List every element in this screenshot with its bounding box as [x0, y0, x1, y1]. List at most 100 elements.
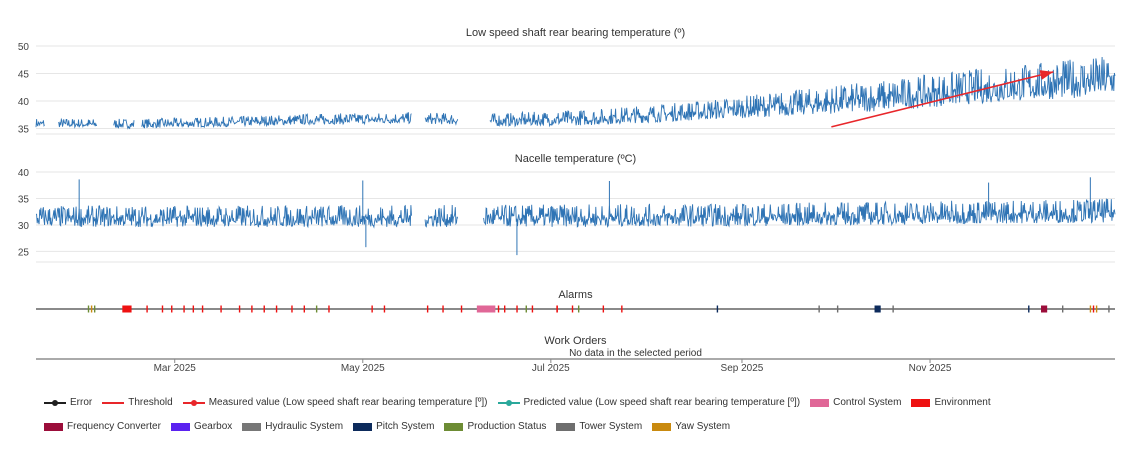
alarm-event-tick — [90, 305, 93, 313]
x-tick-label: Jul 2025 — [532, 363, 570, 374]
legend-item[interactable]: Threshold — [102, 396, 173, 410]
legend-item[interactable]: Production Status — [444, 420, 546, 434]
alarm-event-tick — [602, 305, 605, 313]
alarm-event-tick — [892, 305, 894, 313]
alarm-event-tick — [571, 305, 574, 313]
legend-item[interactable]: Error — [44, 396, 92, 410]
series-line-measured — [35, 198, 1116, 229]
alarm-event-tick — [1028, 305, 1030, 313]
line-chart-panel: Nacelle temperature (ºC) 25 30 35 40 — [18, 153, 1116, 263]
legend-label: Environment — [934, 397, 991, 408]
legend-item[interactable]: Gearbox — [170, 420, 232, 434]
alarm-event-tick — [263, 305, 265, 313]
legend-label: Tower System — [579, 421, 643, 432]
legend-label: Control System — [833, 397, 902, 408]
legend-swatch — [242, 423, 262, 431]
x-tick-label: Nov 2025 — [909, 363, 952, 374]
chart-title: Work Orders — [544, 335, 607, 347]
legend-swatch — [353, 423, 373, 431]
legend-swatch — [444, 423, 464, 431]
x-tick-label: Mar 2025 — [154, 363, 197, 374]
alarm-event-block — [1041, 305, 1048, 313]
alarm-event-tick — [503, 305, 506, 313]
chart-title: Alarms — [558, 289, 593, 301]
legend-item[interactable]: Tower System — [556, 420, 642, 434]
chart-title: Low speed shaft rear bearing temperature… — [466, 27, 685, 39]
alarm-event-tick — [328, 305, 330, 313]
legend-line-marker — [182, 397, 205, 409]
alarm-event-tick — [525, 305, 527, 313]
alarm-event-tick — [383, 305, 386, 313]
legend-swatch — [556, 423, 576, 431]
series-line-measured — [35, 56, 1116, 130]
alarm-event-tick — [1061, 305, 1064, 313]
legend-item[interactable]: Pitch System — [353, 420, 434, 434]
legend-line-marker — [44, 397, 66, 409]
alarm-event-tick — [716, 305, 719, 313]
legend-item[interactable]: Environment — [911, 396, 991, 410]
trend-arrow-line — [831, 71, 1054, 128]
legend-item[interactable]: Yaw System — [652, 420, 730, 434]
alarm-event-block — [874, 305, 881, 313]
alarm-event-tick — [371, 305, 373, 313]
legend-label: Frequency Converter — [67, 421, 161, 432]
alarm-event-tick — [1095, 305, 1098, 313]
alarm-event-tick — [818, 305, 820, 313]
alarm-event-tick — [1089, 305, 1092, 313]
legend-item[interactable]: Measured value (Low speed shaft rear bea… — [182, 396, 488, 410]
alarm-event-tick — [442, 305, 444, 313]
alarm-event-tick — [192, 305, 195, 313]
legend-label: Production Status — [467, 421, 547, 432]
alarm-event-tick — [303, 305, 306, 313]
alarm-event-tick — [1092, 305, 1095, 313]
legend-label: Pitch System — [376, 421, 435, 432]
alarm-event-tick — [460, 305, 463, 313]
alarm-event-tick — [275, 305, 278, 313]
alarm-event-tick — [577, 305, 580, 313]
legend-swatch — [170, 423, 190, 431]
alarm-event-tick — [201, 305, 204, 313]
legend-item[interactable]: Predicted value (Low speed shaft rear be… — [497, 396, 800, 410]
legend-swatch — [44, 423, 63, 431]
legend-item[interactable]: Frequency Converter — [44, 420, 161, 434]
legend-item[interactable]: Hydraulic System — [242, 420, 343, 434]
y-tick-label: 25 — [18, 247, 30, 258]
chart-canvas: Low speed shaft rear bearing temperature… — [18, 27, 1116, 374]
alarm-event-tick — [146, 305, 148, 313]
legend-label: Yaw System — [675, 421, 731, 432]
x-tick-label: May 2025 — [341, 363, 385, 374]
legend-swatch — [810, 399, 830, 407]
alarm-event-tick — [238, 305, 241, 313]
y-tick-label: 40 — [18, 97, 30, 108]
legend-label: Threshold — [128, 397, 173, 408]
alarm-event-tick — [621, 305, 623, 313]
legend-item[interactable]: Control System — [810, 396, 901, 410]
y-tick-label: 30 — [18, 221, 30, 232]
y-tick-label: 50 — [18, 42, 30, 53]
alarm-event-block — [122, 305, 132, 313]
y-tick-label: 40 — [18, 168, 30, 179]
alarm-event-block — [476, 305, 496, 313]
alarm-event-tick — [171, 305, 173, 313]
y-tick-label: 35 — [18, 194, 30, 205]
alarm-event-tick — [183, 305, 185, 313]
alarm-event-tick — [836, 305, 839, 313]
alarm-event-tick — [87, 305, 90, 313]
alarms-timeline: Alarms — [36, 289, 1115, 313]
alarm-event-tick — [291, 305, 293, 313]
line-chart-panel: Low speed shaft rear bearing temperature… — [18, 27, 1116, 136]
alarm-event-tick — [531, 305, 534, 313]
chart-legend: Error Threshold Measured value (Low speed … — [44, 396, 1114, 434]
y-tick-label: 45 — [18, 70, 30, 81]
alarm-event-tick — [426, 305, 429, 313]
legend-swatch — [911, 399, 931, 407]
alarm-event-tick — [1108, 305, 1110, 313]
legend-label: Error — [70, 397, 93, 408]
alarm-event-tick — [497, 305, 500, 313]
alarm-event-tick — [161, 305, 164, 313]
legend-label: Hydraulic System — [265, 421, 344, 432]
legend-line-marker — [497, 397, 520, 409]
trend-arrow-head — [1039, 70, 1054, 80]
